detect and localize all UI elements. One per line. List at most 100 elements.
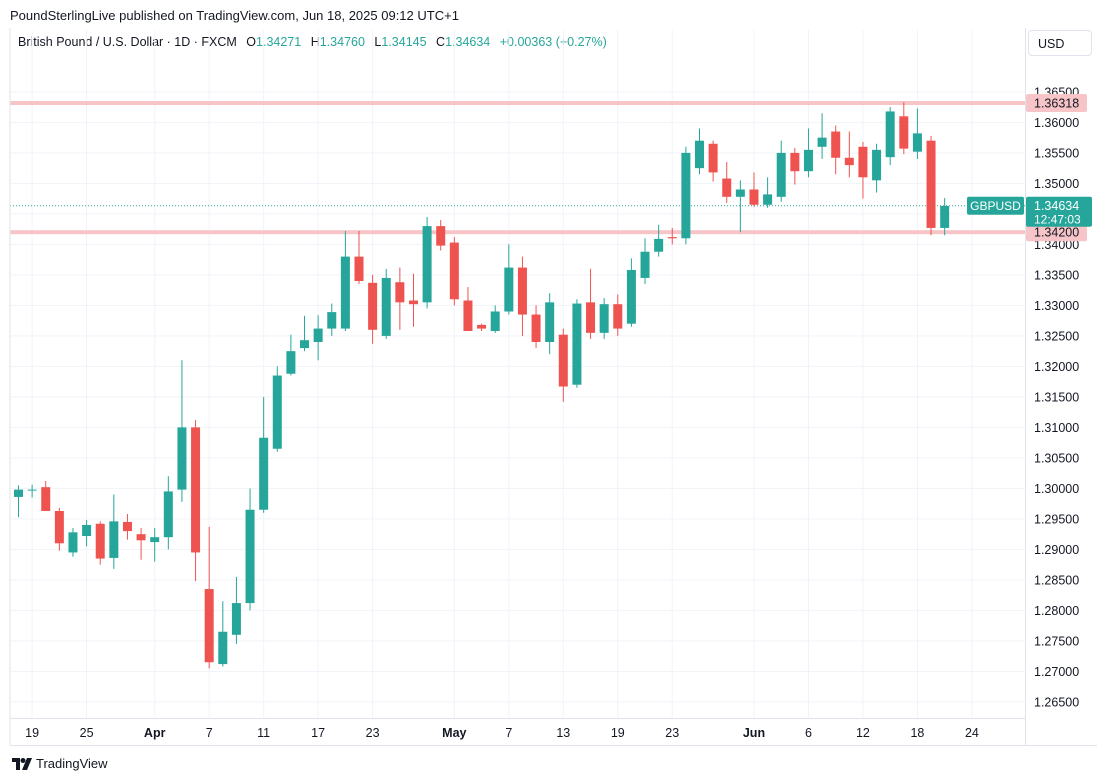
candle-body <box>41 487 51 511</box>
candle-body <box>695 140 704 169</box>
candle-body <box>803 149 813 172</box>
candle-body <box>681 152 691 239</box>
level-tag <box>1026 223 1087 242</box>
price-label: 1.30500 <box>1034 451 1079 465</box>
low-label: L <box>374 35 382 49</box>
price-label: 1.30000 <box>1034 482 1079 496</box>
candle-body <box>218 631 228 665</box>
time-label: 17 <box>311 726 325 740</box>
candle-body <box>708 143 718 173</box>
candle-body <box>817 137 827 147</box>
candle-body <box>531 314 541 342</box>
candle-body <box>245 509 255 604</box>
candle-body <box>54 510 64 544</box>
time-label: 12 <box>856 726 870 740</box>
tradingview-logo-icon <box>12 757 32 770</box>
high-label: H <box>310 35 320 49</box>
candle-body <box>327 312 337 329</box>
open-label: O <box>246 35 257 49</box>
candle-body <box>204 589 214 663</box>
close-label: C <box>436 35 446 49</box>
time-label: Apr <box>144 726 166 740</box>
price-label: 1.36000 <box>1034 116 1079 130</box>
price-label: 1.35000 <box>1034 177 1079 191</box>
footer-brand: TradingView <box>12 756 108 771</box>
candle-body <box>667 237 677 239</box>
time-label: 18 <box>910 726 924 740</box>
level-tag-label: 1.36318 <box>1034 97 1079 111</box>
candle-body <box>790 152 800 172</box>
candle-body <box>422 226 432 303</box>
candle-body <box>368 282 378 330</box>
price-label: 1.34000 <box>1034 238 1079 252</box>
level-lines <box>10 101 1025 235</box>
candle-body <box>408 300 418 305</box>
candle-body <box>150 537 160 543</box>
candle-body <box>68 532 78 553</box>
symbol-title: British Pound / U.S. Dollar · 1D · FXCM <box>18 35 237 49</box>
candle-body <box>613 304 623 329</box>
price-label: 1.29000 <box>1034 543 1079 557</box>
price-label: 1.35500 <box>1034 146 1079 160</box>
candle-body <box>586 302 596 333</box>
candle-body <box>626 270 636 324</box>
time-label: 23 <box>665 726 679 740</box>
candle-body <box>449 242 459 300</box>
candle-body <box>545 302 555 342</box>
symbol-tag-label: GBPUSD <box>970 199 1021 213</box>
high-value: 1.34760 <box>319 35 365 49</box>
currency-button[interactable]: USD <box>1028 30 1092 56</box>
candle-body <box>517 267 527 315</box>
time-label: 25 <box>80 726 94 740</box>
candle-body <box>490 311 500 332</box>
published-header: PoundSterlingLive published on TradingVi… <box>10 8 459 23</box>
candle-body <box>395 282 405 303</box>
price-label: 1.26500 <box>1034 695 1079 709</box>
candle-body <box>177 427 187 490</box>
candle-body <box>654 238 664 252</box>
change-value: +0.00363 (+0.27%) <box>499 35 607 49</box>
time-axis-labels: 19 25 Apr 7 11 17 23 May 7 13 19 23 Jun 6 12 18 24 <box>25 726 979 740</box>
price-label: 1.33000 <box>1034 299 1079 313</box>
open-value: 1.34271 <box>256 35 302 49</box>
candle-body <box>286 351 296 374</box>
close-value: 1.34634 <box>445 35 491 49</box>
time-label: 13 <box>556 726 570 740</box>
candle-body <box>872 149 882 181</box>
candle-body <box>749 189 759 205</box>
time-label: 19 <box>611 726 625 740</box>
candle-body <box>191 427 201 553</box>
candle-body <box>272 375 282 449</box>
candle-body <box>82 525 92 536</box>
symbol-tag <box>967 196 1024 215</box>
candle-bodies <box>14 111 950 665</box>
candle-body <box>858 146 868 178</box>
level-tag-label: 1.34200 <box>1034 226 1079 240</box>
candle-body <box>599 304 609 333</box>
price-label: 1.27500 <box>1034 634 1079 648</box>
time-label: 19 <box>25 726 39 740</box>
price-label: 1.29500 <box>1034 512 1079 526</box>
price-label: 1.33500 <box>1034 268 1079 282</box>
price-label: 1.28000 <box>1034 604 1079 618</box>
candle-body <box>313 328 323 342</box>
candle-body <box>640 251 650 278</box>
symbol-legend: British Pound / U.S. Dollar · 1D · FXCM … <box>18 35 607 49</box>
countdown-value: 12:47:03 <box>1034 213 1081 227</box>
candle-body <box>558 334 568 387</box>
candle-body <box>477 324 487 329</box>
candle-body <box>436 226 446 246</box>
candle-body <box>340 256 350 329</box>
last-price-tag <box>1026 196 1092 227</box>
candle-body <box>300 340 310 349</box>
price-axis-labels: 1.365001.360001.355001.350001.345001.340… <box>1034 85 1079 709</box>
level-line <box>10 230 1025 235</box>
candle-body <box>463 300 473 332</box>
price-label: 1.31500 <box>1034 390 1079 404</box>
price-label: 1.31000 <box>1034 421 1079 435</box>
time-label: 6 <box>805 726 812 740</box>
candle-body <box>381 277 391 336</box>
candle-body <box>231 603 241 635</box>
